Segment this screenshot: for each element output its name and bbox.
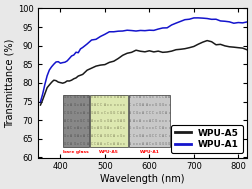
Legend: WPU-A5, WPU-A1: WPU-A5, WPU-A1 [171,125,243,153]
WPU-A1 [43,83,46,85]
WPU-A5 [46,87,49,89]
Y-axis label: Transmittance (%): Transmittance (%) [5,38,15,128]
WPU-A1 [197,17,200,19]
WPU-A5 [170,50,173,52]
WPU-A1 [103,33,106,35]
WPU-A1 [166,27,169,29]
WPU-A1 [246,21,249,23]
WPU-A5 [246,49,249,51]
X-axis label: Wavelength (nm): Wavelength (nm) [101,174,185,184]
WPU-A1 [46,75,49,77]
WPU-A5 [43,93,46,95]
WPU-A5 [39,104,42,106]
WPU-A5 [206,40,209,42]
WPU-A5 [72,78,75,80]
WPU-A1 [39,101,42,103]
Line: WPU-A1: WPU-A1 [41,18,247,102]
WPU-A1 [72,54,75,56]
Line: WPU-A5: WPU-A5 [41,41,247,105]
WPU-A5 [103,64,106,66]
WPU-A1 [170,24,173,26]
WPU-A5 [166,51,169,53]
